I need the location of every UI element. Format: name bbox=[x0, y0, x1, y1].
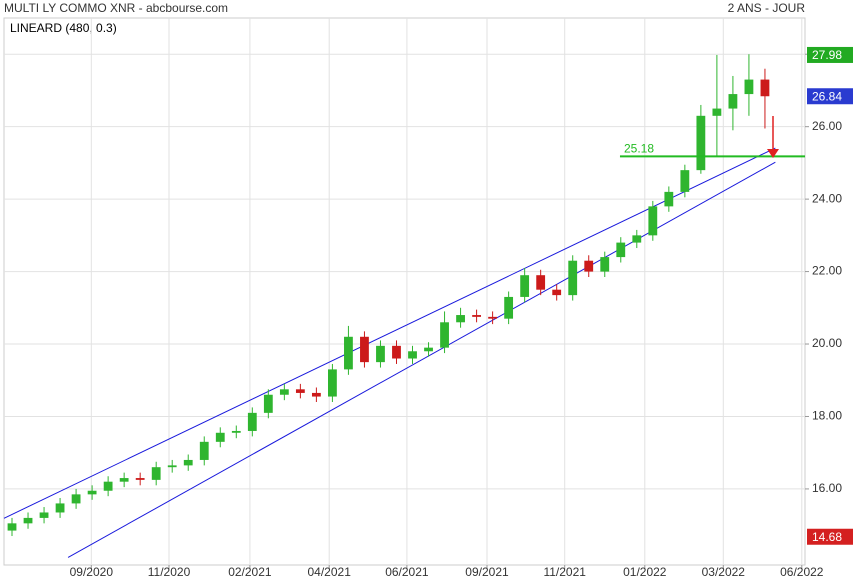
x-tick-label: 04/2021 bbox=[308, 565, 352, 579]
candle-body bbox=[648, 206, 658, 236]
plot-area bbox=[3, 17, 806, 566]
candle-body bbox=[504, 296, 514, 319]
candle-body bbox=[600, 257, 610, 272]
candle-body bbox=[712, 108, 722, 116]
candle-body bbox=[552, 289, 562, 296]
y-tick-label: 24.00 bbox=[812, 191, 842, 205]
candle-body bbox=[151, 467, 161, 480]
candle-body bbox=[87, 490, 97, 495]
support-label: 25.18 bbox=[624, 142, 654, 156]
candle-body bbox=[728, 94, 738, 109]
candle-body bbox=[103, 481, 113, 491]
channel-line bbox=[67, 161, 776, 558]
period: 2 ANS - JOUR bbox=[728, 1, 806, 15]
y-tick-label: 26.00 bbox=[812, 119, 842, 133]
candle-body bbox=[183, 459, 193, 466]
chart-title: MULTI LY COMMO XNR - abcbourse.com bbox=[4, 1, 228, 15]
indicator: LINEARD (480, 0.3) bbox=[10, 21, 117, 35]
x-tick-label: 09/2020 bbox=[70, 565, 114, 579]
y-tick-label: 18.00 bbox=[812, 409, 842, 423]
candle-body bbox=[680, 170, 690, 192]
x-tick-label: 03/2022 bbox=[702, 565, 746, 579]
candle-body bbox=[311, 392, 321, 397]
candle-body bbox=[584, 260, 594, 272]
x-tick-label: 11/2021 bbox=[543, 565, 586, 579]
x-tick-label: 02/2021 bbox=[228, 565, 272, 579]
channel-line bbox=[3, 147, 776, 519]
candle-body bbox=[344, 336, 353, 370]
candle-body bbox=[7, 523, 17, 531]
y-tick-label: 20.00 bbox=[812, 336, 842, 350]
candle-body bbox=[215, 432, 225, 442]
candle-body bbox=[376, 345, 385, 363]
x-tick-label: 11/2020 bbox=[148, 565, 191, 579]
candle-body bbox=[39, 512, 49, 518]
candle-body bbox=[360, 336, 369, 363]
marks bbox=[3, 54, 805, 558]
candle-body bbox=[392, 345, 401, 359]
candle-body bbox=[247, 412, 257, 431]
price-tag bbox=[807, 46, 853, 63]
candle-body bbox=[55, 503, 65, 513]
candle-body bbox=[696, 115, 706, 171]
candle-body bbox=[520, 275, 530, 297]
candle-body bbox=[71, 494, 81, 504]
x-tick-label: 01/2022 bbox=[623, 565, 667, 579]
candle-body bbox=[23, 517, 33, 524]
candle-body bbox=[295, 389, 305, 393]
y-tick-label: 22.00 bbox=[812, 264, 842, 278]
x-tick-label: 09/2021 bbox=[465, 565, 509, 579]
candle-body bbox=[199, 441, 209, 460]
candle-body bbox=[119, 478, 129, 482]
price-tag-label: 26.84 bbox=[812, 89, 842, 103]
candle-body bbox=[472, 315, 481, 317]
candle-body bbox=[279, 389, 289, 395]
candle-body bbox=[744, 79, 754, 95]
candle-body bbox=[440, 322, 449, 348]
price-tag-label: 27.98 bbox=[812, 48, 842, 62]
x-tick-label: 06/2022 bbox=[780, 565, 824, 579]
candle-body bbox=[328, 369, 337, 397]
candle-body bbox=[231, 430, 241, 433]
candle-body bbox=[263, 394, 273, 413]
candle-body bbox=[135, 478, 145, 480]
y-tick-label: 16.00 bbox=[812, 481, 842, 495]
candle-body bbox=[664, 191, 674, 207]
candle-body bbox=[616, 242, 626, 258]
candle-body bbox=[167, 465, 177, 468]
labels: 16.0018.0020.0022.0024.0026.0028.0009/20… bbox=[70, 46, 853, 579]
candle-body bbox=[632, 235, 642, 243]
candle-body bbox=[488, 316, 498, 319]
candle-body bbox=[760, 79, 770, 97]
x-tick-label: 06/2021 bbox=[385, 565, 429, 579]
price-tag-label: 14.68 bbox=[812, 530, 842, 544]
price-tag bbox=[807, 88, 853, 105]
grid bbox=[4, 18, 809, 569]
price-tag bbox=[807, 528, 853, 545]
candle-body bbox=[536, 275, 546, 290]
candle-body bbox=[408, 351, 417, 359]
arrow-head bbox=[767, 149, 779, 158]
candle-body bbox=[568, 260, 578, 296]
candle-body bbox=[456, 315, 465, 323]
candle-body bbox=[424, 347, 433, 352]
